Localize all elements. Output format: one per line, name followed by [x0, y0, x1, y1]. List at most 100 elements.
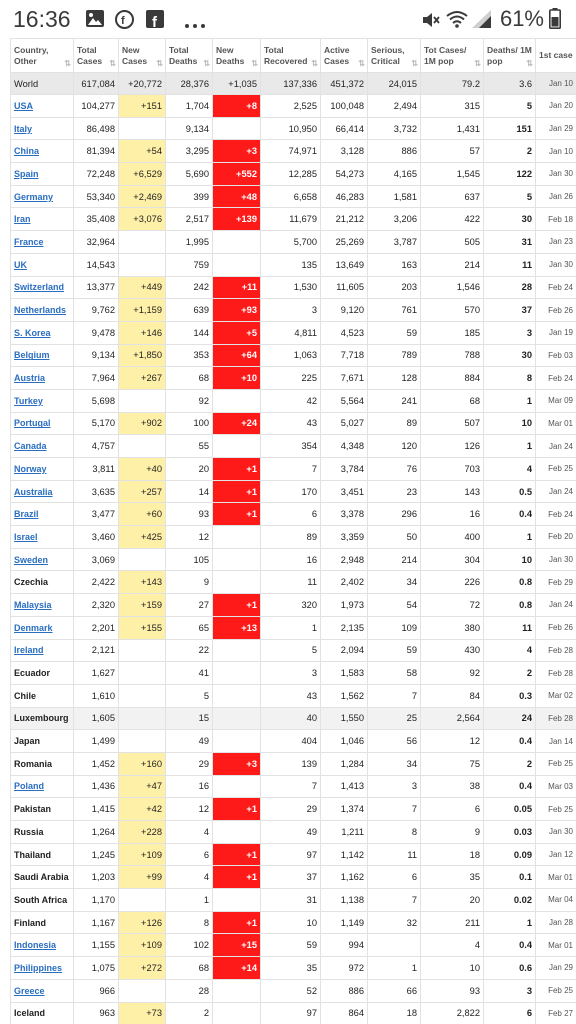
country-link[interactable]: Canada: [14, 441, 47, 452]
column-header-new-deaths[interactable]: New Deaths ⇅: [212, 38, 261, 73]
cell-first-case: Mar 03: [535, 774, 576, 799]
country-link[interactable]: Switzerland: [14, 282, 65, 293]
cell-total-cases: 1,415: [73, 797, 119, 821]
cell-per-million: 6: [420, 797, 484, 821]
country-link[interactable]: Indonesia: [14, 940, 57, 951]
country-link[interactable]: Sweden: [14, 554, 49, 565]
sort-arrows-icon[interactable]: ⇅: [203, 59, 210, 68]
column-header-label: Total Recovered: [264, 44, 308, 66]
cell-first-case: Feb 25: [535, 797, 576, 821]
column-header-total-cases[interactable]: Total Cases ⇅: [73, 38, 119, 73]
cell-total-cases: 617,084: [73, 72, 119, 95]
country-link[interactable]: China: [14, 146, 40, 157]
country-link[interactable]: Austria: [14, 373, 46, 384]
country-link[interactable]: Malaysia: [14, 599, 52, 610]
cell-active-cases: 54,273: [320, 162, 368, 186]
cell-new-cases: [118, 116, 166, 141]
country-link[interactable]: UK: [14, 259, 27, 270]
country-link[interactable]: France: [14, 236, 44, 247]
column-header-label: 1st case: [539, 50, 573, 60]
country-link[interactable]: Portugal: [14, 418, 51, 429]
table-row: Russia 1,264 +228 4 49 1,211 8 9 0.03 Jan 30: [10, 820, 576, 844]
cell-serious: 120: [367, 434, 421, 458]
cell-first-case: Mar 01: [535, 933, 576, 958]
cell-first-case: Mar 02: [535, 683, 576, 708]
cell-total-cases: 3,460: [73, 525, 119, 549]
country-link[interactable]: S. Korea: [14, 327, 51, 338]
country-link[interactable]: Norway: [14, 463, 47, 474]
country-link[interactable]: Italy: [14, 123, 33, 134]
country-link[interactable]: Israel: [14, 531, 38, 542]
country-link[interactable]: Philippines: [14, 962, 63, 973]
country-link[interactable]: Denmark: [14, 622, 53, 633]
cell-per-million: 637: [420, 184, 484, 209]
column-header-serious[interactable]: Serious, Critical ⇅: [367, 38, 421, 73]
cell-deaths-per-million: 0.4: [483, 774, 536, 799]
cell-total-cases: 1,245: [73, 842, 119, 867]
cell-total-recovered: 40: [260, 706, 321, 731]
column-header-total-recovered[interactable]: Total Recovered ⇅: [260, 38, 321, 73]
country-name: Romania: [14, 758, 53, 769]
sort-arrows-icon[interactable]: ⇅: [358, 59, 365, 68]
cell-total-recovered: 1: [260, 615, 321, 640]
battery-percent: 61%: [499, 6, 544, 31]
country-link[interactable]: Netherlands: [14, 305, 67, 316]
cell-per-million: 75: [420, 751, 484, 776]
cell-total-cases: 1,167: [73, 910, 119, 935]
cell-country: Malaysia: [10, 593, 74, 617]
country-link[interactable]: Germany: [14, 191, 54, 202]
table-row: China 81,394 +54 3,295 +3 74,971 3,128 886 57 2 Ja…: [10, 139, 576, 164]
column-header-country[interactable]: Country, Other ⇅: [10, 38, 74, 73]
column-header-total-deaths[interactable]: Total Deaths ⇅: [165, 38, 213, 73]
cell-new-cases: +159: [118, 593, 166, 617]
column-header-deaths-per-million[interactable]: Deaths/ 1M pop ⇅: [483, 38, 536, 73]
cell-new-deaths: [212, 252, 261, 277]
cell-serious: 25: [367, 706, 421, 731]
cell-total-deaths: 144: [165, 320, 213, 345]
column-header-first-case[interactable]: 1st case: [535, 38, 576, 73]
sort-arrows-icon[interactable]: ⇅: [156, 59, 163, 68]
table-row: Poland 1,436 +47 16 7 1,413 3 38 0.4 Mar 03: [10, 774, 576, 799]
cell-serious: 296: [367, 502, 421, 527]
country-link[interactable]: Greece: [14, 985, 45, 996]
sort-arrows-icon[interactable]: ⇅: [474, 59, 481, 68]
table-row: Pakistan 1,415 +42 12 +1 29 1,374 7 6 0.05 Feb 25: [10, 797, 576, 821]
country-link[interactable]: Brazil: [14, 509, 39, 520]
cell-deaths-per-million: 3: [483, 978, 536, 1003]
table-row: Turkey 5,698 92 42 5,564 241 68 1 Mar 09: [10, 388, 576, 413]
sort-arrows-icon[interactable]: ⇅: [64, 59, 71, 68]
sort-arrows-icon[interactable]: ⇅: [251, 59, 258, 68]
country-link[interactable]: Australia: [14, 486, 53, 497]
cell-new-deaths: +64: [212, 343, 261, 368]
sort-arrows-icon[interactable]: ⇅: [109, 59, 116, 68]
cell-new-cases: [118, 729, 166, 753]
cell-deaths-per-million: 1: [483, 525, 536, 549]
column-header-active-cases[interactable]: Active Cases ⇅: [320, 38, 368, 73]
country-link[interactable]: Poland: [14, 781, 45, 792]
sort-arrows-icon[interactable]: ⇅: [311, 59, 318, 68]
cell-total-recovered: 10: [260, 910, 321, 935]
cell-total-recovered: 1,063: [260, 343, 321, 368]
country-link[interactable]: USA: [14, 100, 34, 111]
sort-arrows-icon[interactable]: ⇅: [411, 59, 418, 68]
country-link[interactable]: Turkey: [14, 395, 43, 406]
column-header-per-million[interactable]: Tot Cases/ 1M pop ⇅: [420, 38, 484, 73]
table-body: World 617,084 +20,772 28,376 +1,035 137,336 45…: [10, 72, 576, 1024]
column-header-new-cases[interactable]: New Cases ⇅: [118, 38, 166, 73]
cell-serious: 32: [367, 910, 421, 935]
cell-per-million: 9: [420, 820, 484, 844]
cases-table-container[interactable]: Country, Other ⇅ Total Cases ⇅ New Cases ⇅ Tot…: [10, 38, 576, 1024]
country-link[interactable]: Spain: [14, 168, 39, 179]
country-link[interactable]: Iran: [14, 214, 31, 225]
country-link[interactable]: Belgium: [14, 350, 50, 361]
cell-first-case: Jan 20: [535, 94, 576, 118]
cell-serious: 761: [367, 298, 421, 322]
cell-total-cases: 1,610: [73, 683, 119, 708]
cell-new-cases: +449: [118, 275, 166, 300]
cell-deaths-per-million: 3: [483, 320, 536, 345]
country-link[interactable]: Ireland: [14, 645, 44, 656]
cell-total-recovered: 89: [260, 525, 321, 549]
cell-new-cases: +228: [118, 820, 166, 844]
cell-deaths-per-million: 24: [483, 706, 536, 731]
sort-arrows-icon[interactable]: ⇅: [526, 59, 533, 68]
